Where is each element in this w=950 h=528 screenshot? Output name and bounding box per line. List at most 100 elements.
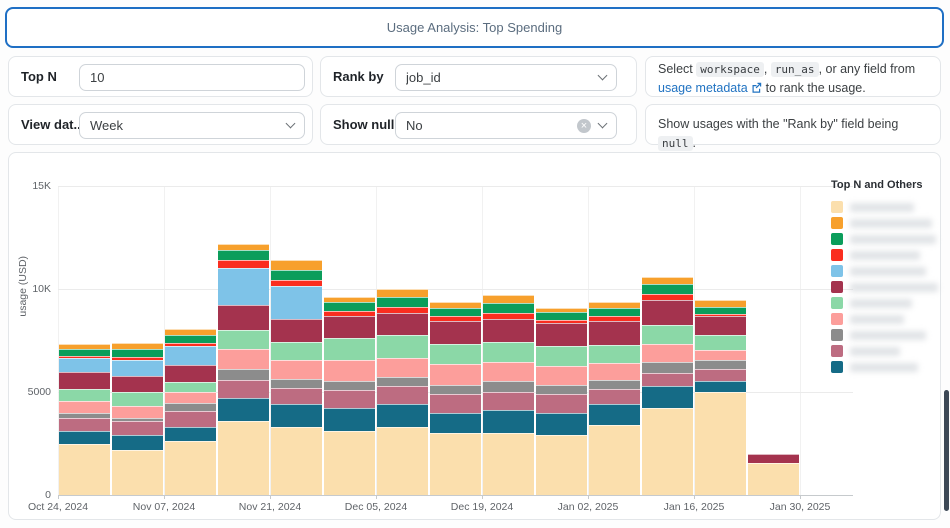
top-n-input[interactable]: 10 bbox=[79, 64, 305, 91]
bar-segment-stack-2-dark-teal[interactable] bbox=[217, 398, 270, 421]
bar-segment-stack-2-dark-teal[interactable] bbox=[429, 412, 482, 434]
bar-segment-stack-8-light-blue[interactable] bbox=[270, 285, 323, 319]
clear-icon[interactable]: × bbox=[577, 118, 591, 133]
bar-segment-stack-11-orange[interactable] bbox=[164, 329, 217, 336]
bar-segment-stack-6-light-green[interactable] bbox=[535, 345, 588, 367]
legend-item[interactable] bbox=[831, 343, 939, 359]
bar-segment-stack-8-light-blue[interactable] bbox=[217, 268, 270, 306]
bar-segment-stack-4-gray[interactable] bbox=[270, 378, 323, 388]
bar-segment-stack-2-dark-teal[interactable] bbox=[694, 380, 747, 392]
bar-segment-stack-10-green[interactable] bbox=[482, 303, 535, 313]
bar-segment-stack-3-mauve[interactable] bbox=[323, 389, 376, 409]
bar-segment-stack-9-red[interactable] bbox=[111, 357, 164, 361]
bar-segment-stack-2-dark-teal[interactable] bbox=[164, 427, 217, 442]
bar-segment-stack-10-green[interactable] bbox=[588, 307, 641, 316]
bar-segment-stack-11-orange[interactable] bbox=[376, 289, 429, 298]
metadata-link[interactable]: metadata bbox=[695, 81, 748, 95]
bar-segment-stack-4-gray[interactable] bbox=[641, 362, 694, 374]
bar-segment-stack-10-green[interactable] bbox=[164, 335, 217, 343]
legend-item[interactable] bbox=[831, 215, 939, 231]
bar-segment-stack-3-mauve[interactable] bbox=[641, 373, 694, 386]
rank-by-select[interactable]: job_id bbox=[395, 64, 617, 91]
legend-item[interactable] bbox=[831, 199, 939, 215]
bar-segment-stack-10-green[interactable] bbox=[429, 307, 482, 316]
bar-segment-stack-2-dark-teal[interactable] bbox=[641, 385, 694, 409]
bar-segment-stack-1-cream[interactable] bbox=[376, 427, 429, 495]
bar-segment-stack-6-light-green[interactable] bbox=[164, 381, 217, 392]
bar-segment-stack-10-green[interactable] bbox=[641, 283, 694, 295]
bar-segment-stack-5-salmon[interactable] bbox=[429, 364, 482, 385]
bar-segment-stack-3-mauve[interactable] bbox=[535, 394, 588, 413]
bar-segment-stack-6-light-green[interactable] bbox=[58, 388, 111, 402]
bar-segment-stack-6-light-green[interactable] bbox=[217, 330, 270, 349]
bar-segment-stack-9-red[interactable] bbox=[58, 356, 111, 359]
bar-segment-stack-6-light-green[interactable] bbox=[376, 335, 429, 359]
bar-segment-stack-9-red[interactable] bbox=[588, 315, 641, 321]
bar-segment-stack-2-dark-teal[interactable] bbox=[270, 404, 323, 428]
bar-segment-stack-6-light-green[interactable] bbox=[323, 338, 376, 361]
bar-segment-stack-10-green[interactable] bbox=[111, 348, 164, 357]
legend-item[interactable] bbox=[831, 295, 939, 311]
bar-segment-stack-3-mauve[interactable] bbox=[217, 379, 270, 399]
bar-segment-stack-9-red[interactable] bbox=[535, 319, 588, 323]
bar-segment-stack-9-red[interactable] bbox=[429, 315, 482, 321]
bar-segment-stack-4-gray[interactable] bbox=[376, 376, 429, 386]
bar-segment-stack-1-cream[interactable] bbox=[323, 431, 376, 495]
legend-item[interactable] bbox=[831, 263, 939, 279]
bar-segment-stack-9-red[interactable] bbox=[323, 310, 376, 316]
bar-segment-stack-5-salmon[interactable] bbox=[376, 358, 429, 377]
bar-segment-stack-4-gray[interactable] bbox=[323, 380, 376, 390]
bar-segment-stack-8-light-blue[interactable] bbox=[58, 358, 111, 373]
legend-item[interactable] bbox=[831, 359, 939, 375]
bar-segment-stack-5-salmon[interactable] bbox=[270, 360, 323, 379]
bar-segment-stack-7-maroon[interactable] bbox=[747, 453, 800, 464]
bar-segment-stack-11-orange[interactable] bbox=[588, 302, 641, 308]
bar-segment-stack-11-orange[interactable] bbox=[217, 243, 270, 250]
bar-segment-stack-7-maroon[interactable] bbox=[535, 323, 588, 346]
bar-segment-stack-4-gray[interactable] bbox=[482, 380, 535, 392]
bar-segment-stack-10-green[interactable] bbox=[535, 311, 588, 320]
bar-segment-stack-5-salmon[interactable] bbox=[164, 392, 217, 404]
bar-segment-stack-9-red[interactable] bbox=[641, 294, 694, 301]
bar-segment-stack-3-mauve[interactable] bbox=[270, 387, 323, 405]
bar-segment-stack-2-dark-teal[interactable] bbox=[482, 409, 535, 434]
legend-item[interactable] bbox=[831, 279, 939, 295]
bar-segment-stack-5-salmon[interactable] bbox=[482, 362, 535, 381]
legend-item[interactable] bbox=[831, 231, 939, 247]
bar-segment-stack-11-orange[interactable] bbox=[270, 260, 323, 271]
bar-segment-stack-6-light-green[interactable] bbox=[270, 341, 323, 361]
bar-segment-stack-4-gray[interactable] bbox=[535, 384, 588, 395]
vertical-scrollbar-thumb[interactable] bbox=[944, 390, 949, 511]
bar-segment-stack-11-orange[interactable] bbox=[111, 342, 164, 349]
bar-segment-stack-5-salmon[interactable] bbox=[641, 343, 694, 363]
bar-segment-stack-4-gray[interactable] bbox=[164, 403, 217, 411]
bar-segment-stack-2-dark-teal[interactable] bbox=[111, 435, 164, 450]
bar-segment-stack-10-green[interactable] bbox=[323, 302, 376, 311]
bar-segment-stack-11-orange[interactable] bbox=[535, 307, 588, 312]
bar-segment-stack-3-mauve[interactable] bbox=[111, 420, 164, 436]
bar-segment-stack-1-cream[interactable] bbox=[270, 427, 323, 495]
bar-segment-stack-5-salmon[interactable] bbox=[323, 360, 376, 381]
bar-segment-stack-2-dark-teal[interactable] bbox=[535, 412, 588, 436]
bar-segment-stack-7-maroon[interactable] bbox=[641, 300, 694, 326]
bar-segment-stack-3-mauve[interactable] bbox=[482, 392, 535, 410]
bar-segment-stack-6-light-green[interactable] bbox=[111, 392, 164, 407]
bar-segment-stack-4-gray[interactable] bbox=[217, 369, 270, 380]
bar-segment-stack-3-mauve[interactable] bbox=[588, 388, 641, 405]
bar-segment-stack-11-orange[interactable] bbox=[429, 302, 482, 308]
bar-segment-stack-7-maroon[interactable] bbox=[376, 312, 429, 336]
bar-segment-stack-7-maroon[interactable] bbox=[164, 365, 217, 382]
bar-segment-stack-5-salmon[interactable] bbox=[694, 349, 747, 361]
bar-segment-stack-10-green[interactable] bbox=[694, 306, 747, 314]
bar-segment-stack-5-salmon[interactable] bbox=[535, 366, 588, 385]
bar-segment-stack-7-maroon[interactable] bbox=[217, 305, 270, 331]
bar-segment-stack-9-red[interactable] bbox=[482, 312, 535, 319]
bar-segment-stack-3-mauve[interactable] bbox=[429, 394, 482, 413]
bar-segment-stack-11-orange[interactable] bbox=[641, 276, 694, 284]
legend-item[interactable] bbox=[831, 311, 939, 327]
bar-segment-stack-9-red[interactable] bbox=[164, 342, 217, 346]
bar-segment-stack-2-dark-teal[interactable] bbox=[323, 408, 376, 432]
bar-segment-stack-1-cream[interactable] bbox=[588, 424, 641, 495]
bar-segment-stack-6-light-green[interactable] bbox=[482, 341, 535, 363]
bar-segment-stack-7-maroon[interactable] bbox=[323, 315, 376, 339]
